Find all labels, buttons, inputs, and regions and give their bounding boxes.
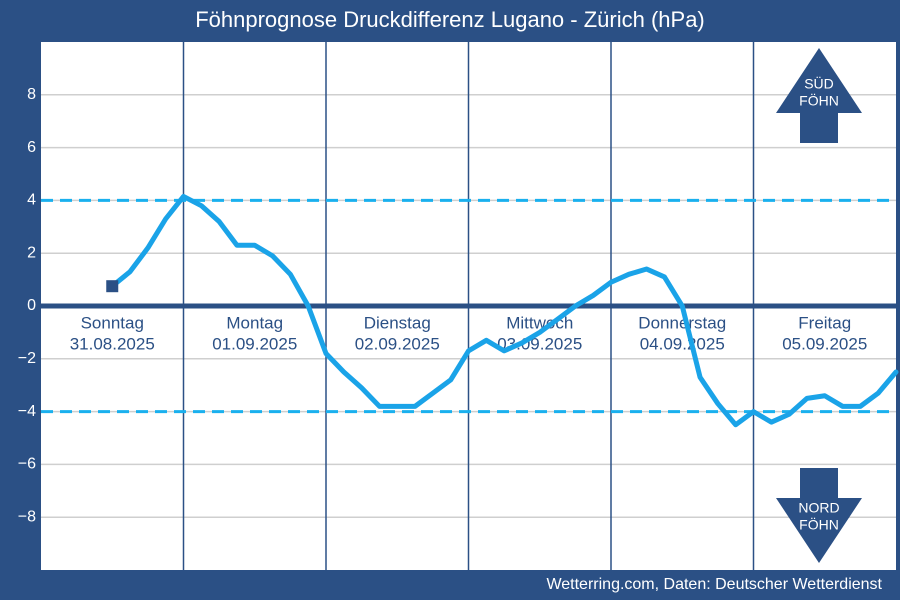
y-tick-label: 4 <box>27 192 36 209</box>
day-date: 03.09.2025 <box>497 334 582 353</box>
y-tick-label: 8 <box>27 86 36 103</box>
day-date: 04.09.2025 <box>640 334 725 353</box>
day-name: Montag <box>226 313 283 332</box>
day-name: Dienstag <box>364 313 431 332</box>
day-name: Sonntag <box>81 313 144 332</box>
y-tick-label: 0 <box>27 297 36 314</box>
y-tick-label: −8 <box>18 508 36 525</box>
south-label: SÜD <box>804 75 834 92</box>
south-label: FÖHN <box>799 92 839 109</box>
day-name: Freitag <box>798 313 851 332</box>
y-tick-label: −2 <box>18 350 36 367</box>
day-date: 05.09.2025 <box>782 334 867 353</box>
source: Wetterring.com, Daten: Deutscher Wetterd… <box>546 576 882 593</box>
y-tick-label: −4 <box>18 403 36 420</box>
y-tick-label: 2 <box>27 244 36 261</box>
day-date: 02.09.2025 <box>355 334 440 353</box>
south-arrow <box>776 48 862 143</box>
day-date: 01.09.2025 <box>212 334 297 353</box>
chart-title: Föhnprognose Druckdifferenz Lugano - Zür… <box>195 7 705 32</box>
y-tick-label: 6 <box>27 139 36 156</box>
day-name: Donnerstag <box>638 313 726 332</box>
north-label: FÖHN <box>799 516 839 533</box>
north-arrow <box>776 468 862 563</box>
day-date: 31.08.2025 <box>70 334 155 353</box>
start-marker <box>106 280 119 293</box>
data-line <box>109 193 899 428</box>
north-label: NORD <box>798 500 839 516</box>
y-tick-label: −6 <box>18 456 36 473</box>
